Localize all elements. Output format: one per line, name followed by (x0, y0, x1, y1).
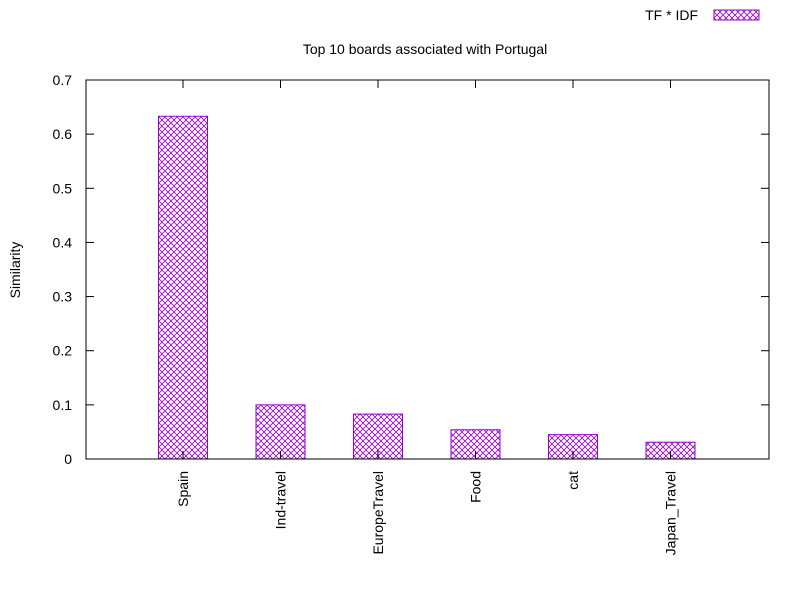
y-tick-label: 0.7 (53, 72, 73, 88)
y-tick-label: 0.1 (53, 397, 73, 413)
x-tick-label: Spain (175, 471, 191, 507)
legend: TF * IDF (645, 7, 760, 23)
chart-title: Top 10 boards associated with Portugal (303, 41, 547, 57)
plot-frame (85, 79, 770, 460)
y-tick-label: 0.6 (53, 126, 73, 142)
x-tick-label: Ind-travel (273, 471, 289, 529)
x-tick-label: Japan_Travel (663, 471, 679, 555)
x-axis-ticks: Spain Ind-travel EuropeTravel Food cat Japan_… (175, 80, 679, 555)
bar-ind-travel (255, 404, 306, 460)
legend-swatch (713, 9, 760, 21)
y-tick-label: 0 (64, 451, 72, 467)
x-tick-label: EuropeTravel (370, 471, 386, 555)
y-tick-label: 0.3 (53, 289, 73, 305)
bar-spain (158, 115, 208, 460)
legend-label: TF * IDF (645, 7, 698, 23)
bars (158, 115, 696, 460)
y-tick-label: 0.5 (53, 180, 73, 196)
x-tick-label: Food (468, 471, 484, 503)
y-axis-label: Similarity (7, 242, 23, 299)
y-tick-label: 0.4 (53, 234, 73, 250)
y-tick-label: 0.2 (53, 343, 73, 359)
y-axis-ticks: 0 0.1 0.2 0.3 0.4 0.5 0.6 0.7 (53, 72, 769, 467)
x-tick-label: cat (565, 471, 581, 490)
